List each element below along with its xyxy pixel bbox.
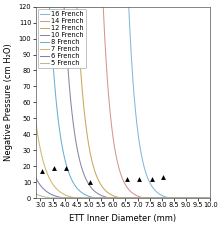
Line: 14 French: 14 French [33,7,210,198]
14 French [102,5,105,8]
8 French [101,197,104,199]
8 French [198,197,201,200]
14 French [101,5,104,8]
8 French [96,196,99,199]
12 French [75,5,78,8]
10 French [32,5,34,8]
Line: 5 French: 5 French [33,192,210,198]
7 French [198,197,201,200]
8 French [106,197,109,199]
10 French [56,5,59,8]
5 French [75,197,77,200]
8 French [48,5,51,8]
8 French [209,197,212,200]
7 French [56,189,59,191]
Legend: 16 French, 14 French, 12 French, 10 French, 8 French, 7 French, 6 French, 5 Fren: 16 French, 14 French, 12 French, 10 Fren… [38,9,86,68]
5 French [101,197,104,200]
12 French [32,5,34,8]
6 French [101,197,104,200]
X-axis label: ETT Inner Diameter (mm): ETT Inner Diameter (mm) [69,214,176,223]
10 French [209,197,212,200]
14 French [198,197,201,200]
Line: 7 French: 7 French [33,99,210,198]
7 French [32,98,34,101]
6 French [198,197,201,200]
14 French [74,5,77,8]
16 French [56,5,59,8]
16 French [106,5,109,8]
5 French [56,197,59,199]
12 French [101,186,104,189]
5 French [198,197,201,200]
12 French [209,197,212,200]
16 French [127,5,130,8]
12 French [198,197,201,200]
Line: 12 French: 12 French [33,7,210,198]
16 French [74,5,77,8]
Y-axis label: Negative Pressure (cm H₂O): Negative Pressure (cm H₂O) [4,44,13,161]
10 French [106,196,109,199]
7 French [209,197,212,200]
12 French [106,191,109,194]
14 French [56,5,59,8]
16 French [198,197,201,200]
12 French [74,5,77,8]
6 French [209,197,212,200]
7 French [96,197,99,200]
16 French [209,197,212,200]
Line: 10 French: 10 French [33,7,210,198]
6 French [96,197,99,200]
10 French [63,5,65,8]
14 French [96,5,99,8]
12 French [56,5,59,8]
6 French [106,197,109,200]
16 French [96,5,99,8]
14 French [209,197,212,200]
14 French [106,80,109,82]
5 French [209,197,212,200]
14 French [32,5,34,8]
8 French [32,5,34,8]
Line: 8 French: 8 French [33,7,210,198]
Line: 6 French: 6 French [33,172,210,198]
7 French [75,197,77,199]
6 French [56,195,59,198]
8 French [56,114,59,117]
5 French [106,197,109,200]
10 French [75,141,77,143]
12 French [96,177,99,180]
16 French [101,5,104,8]
10 French [101,195,104,197]
6 French [32,170,34,173]
Line: 16 French: 16 French [33,7,210,198]
5 French [96,197,99,200]
16 French [32,5,34,8]
7 French [101,197,104,200]
5 French [32,191,34,194]
6 French [75,197,77,199]
8 French [75,185,77,188]
10 French [96,192,99,195]
7 French [106,197,109,200]
10 French [198,197,201,200]
